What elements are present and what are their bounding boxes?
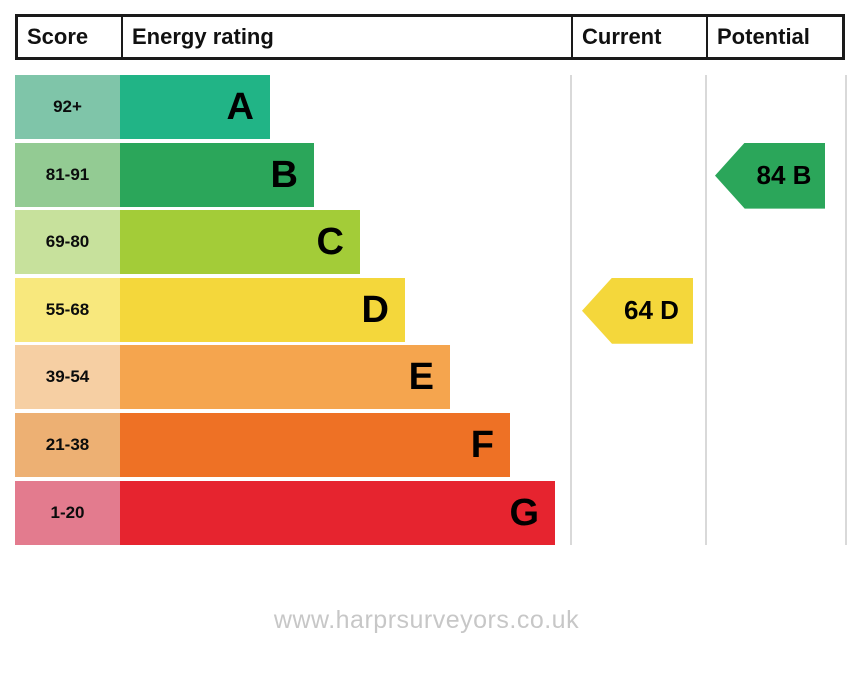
column-divider bbox=[705, 75, 707, 545]
band-a-letter: A bbox=[226, 86, 254, 128]
header-current: Current bbox=[571, 17, 706, 57]
band-c-score-label: 69-80 bbox=[45, 232, 90, 252]
band-row-f: 21-38 F bbox=[15, 412, 555, 477]
band-e-score-cell: 39-54 bbox=[15, 345, 120, 410]
band-c-score-cell: 69-80 bbox=[15, 210, 120, 275]
potential-rating-arrow: 84 B bbox=[715, 142, 825, 209]
band-d-letter: D bbox=[361, 288, 389, 331]
band-d-score-label: 55-68 bbox=[45, 299, 90, 319]
band-b-letter: B bbox=[270, 153, 298, 196]
table-header: Score Energy rating Current Potential bbox=[15, 14, 845, 60]
band-e-score-label: 39-54 bbox=[45, 367, 90, 387]
band-b-score-cell: 81-91 bbox=[15, 142, 120, 207]
website-url: www.harprsurveyors.co.uk bbox=[273, 606, 580, 634]
band-row-a: 92+ A bbox=[15, 75, 555, 139]
band-row-b: 81-91 B bbox=[15, 142, 555, 207]
header-current-label: Current bbox=[582, 24, 662, 49]
band-a-bar: A bbox=[120, 75, 270, 139]
band-c-letter: C bbox=[316, 221, 344, 264]
column-divider bbox=[845, 75, 847, 545]
chart-body: 92+ A 81-91 B 69-80 C bbox=[15, 75, 853, 547]
header-score: Score bbox=[18, 17, 121, 57]
band-row-g: 1-20 G bbox=[15, 480, 555, 545]
band-f-bar: F bbox=[120, 412, 510, 477]
band-rows: 92+ A 81-91 B 69-80 C bbox=[15, 75, 555, 545]
band-row-d: 55-68 D bbox=[15, 277, 555, 342]
band-g-score-cell: 1-20 bbox=[15, 480, 120, 545]
band-g-score-label: 1-20 bbox=[50, 502, 85, 522]
header-potential: Potential bbox=[706, 17, 842, 57]
band-f-score-cell: 21-38 bbox=[15, 412, 120, 477]
current-rating-label: 64 D bbox=[624, 295, 679, 326]
band-g-letter: G bbox=[509, 491, 539, 534]
band-c-bar: C bbox=[120, 210, 360, 275]
header-energy-rating-label: Energy rating bbox=[132, 24, 274, 49]
current-rating-arrow: 64 D bbox=[582, 277, 693, 344]
band-g-bar: G bbox=[120, 480, 555, 545]
header-potential-label: Potential bbox=[717, 24, 810, 49]
band-f-letter: F bbox=[470, 423, 494, 466]
band-a-score-label: 92+ bbox=[53, 97, 82, 116]
column-divider bbox=[570, 75, 572, 545]
band-b-bar: B bbox=[120, 142, 314, 207]
header-energy-rating: Energy rating bbox=[121, 17, 571, 57]
band-a-score-cell: 92+ bbox=[15, 75, 120, 139]
band-e-bar: E bbox=[120, 345, 450, 410]
band-f-score-label: 21-38 bbox=[45, 434, 90, 454]
band-d-bar: D bbox=[120, 277, 405, 342]
band-row-c: 69-80 C bbox=[15, 210, 555, 275]
band-row-e: 39-54 E bbox=[15, 345, 555, 410]
header-score-label: Score bbox=[27, 24, 89, 49]
band-e-letter: E bbox=[408, 356, 434, 399]
potential-rating-label: 84 B bbox=[756, 160, 812, 191]
band-d-score-cell: 55-68 bbox=[15, 277, 120, 342]
band-b-score-label: 81-91 bbox=[45, 164, 90, 184]
